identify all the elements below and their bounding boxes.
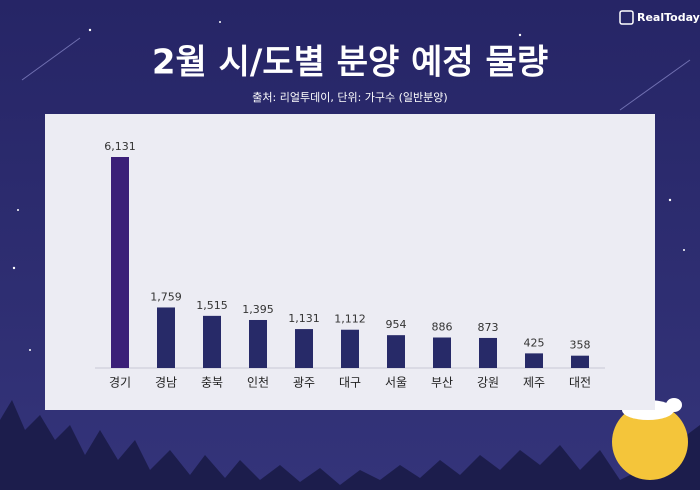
x-tick-label: 인천 [247, 375, 269, 390]
bar [249, 319, 267, 368]
bar [203, 315, 221, 368]
value-label: 1,131 [288, 312, 320, 325]
value-label: 1,395 [242, 303, 274, 316]
x-tick-label: 경기 [109, 376, 131, 390]
bar [525, 353, 543, 368]
chart-title: 2월 시/도별 분양 예정 물량 [152, 43, 548, 83]
value-label: 425 [524, 336, 545, 349]
value-label: 1,112 [334, 313, 366, 326]
chart-subtitle: 출처: 리얼투데이, 단위: 가구수 (일반분양) [252, 90, 447, 104]
bar [479, 337, 497, 368]
bar [111, 157, 129, 368]
bar [433, 337, 451, 368]
x-tick-label: 대구 [339, 376, 361, 390]
bar [157, 307, 175, 368]
value-label: 358 [570, 339, 591, 352]
value-label: 1,515 [196, 299, 228, 312]
value-label: 873 [478, 321, 499, 334]
logo: RealToday [619, 10, 700, 25]
bar [341, 329, 359, 368]
x-tick-label: 충북 [201, 376, 223, 390]
value-label: 886 [432, 321, 453, 334]
x-tick-label: 부산 [431, 376, 453, 390]
x-tick-label: 대전 [569, 376, 591, 390]
trees [0, 400, 700, 490]
decoration [12, 21, 691, 351]
x-tick-label: 제주 [523, 376, 545, 390]
x-tick-label: 광주 [293, 376, 315, 390]
moon [612, 404, 688, 480]
x-tick-label: 경남 [155, 376, 177, 390]
x-tick-label: 서울 [385, 376, 407, 390]
bar [295, 329, 313, 368]
x-tick-label: 강원 [477, 376, 499, 390]
bar [387, 335, 405, 368]
value-label: 6,131 [104, 140, 136, 153]
value-label: 1,759 [150, 290, 182, 303]
bar [571, 355, 589, 368]
value-label: 954 [386, 318, 407, 331]
logo-text: RealToday [637, 11, 700, 24]
